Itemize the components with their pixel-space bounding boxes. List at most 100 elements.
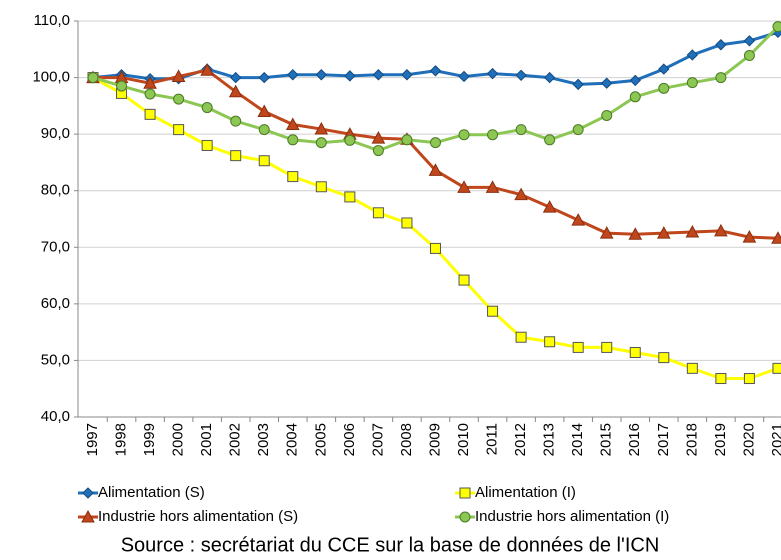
- marker: [544, 336, 556, 348]
- marker: [601, 109, 613, 121]
- marker: [599, 226, 614, 239]
- marker: [458, 129, 470, 141]
- marker: [372, 145, 384, 157]
- marker: [201, 139, 213, 151]
- x-tick-label: 1997: [84, 423, 101, 456]
- legend-label: Alimentation (I): [475, 484, 576, 501]
- marker: [428, 163, 443, 176]
- marker: [487, 305, 499, 317]
- marker: [542, 200, 557, 213]
- legend-label: Industrie hors alimentation (I): [475, 508, 669, 525]
- marker: [81, 509, 95, 523]
- marker: [715, 39, 727, 51]
- marker: [171, 69, 186, 82]
- marker: [571, 213, 586, 226]
- marker: [772, 21, 781, 33]
- marker: [315, 69, 328, 81]
- marker: [285, 117, 300, 131]
- marker: [228, 84, 243, 98]
- marker: [344, 191, 356, 203]
- marker: [258, 124, 270, 136]
- marker: [743, 50, 755, 62]
- y-tick-label: 60,0: [41, 295, 70, 312]
- legend-label: Alimentation (S): [98, 484, 205, 501]
- marker: [658, 352, 670, 364]
- y-tick-label: 40,0: [41, 408, 70, 425]
- marker: [287, 134, 299, 146]
- series-line: [93, 68, 779, 240]
- marker: [685, 224, 700, 238]
- marker: [572, 78, 584, 91]
- x-tick-label: 2013: [541, 423, 558, 456]
- marker: [459, 487, 471, 499]
- marker: [116, 80, 128, 92]
- marker: [344, 134, 356, 146]
- marker: [629, 347, 641, 359]
- marker: [82, 487, 94, 499]
- marker: [515, 331, 527, 343]
- marker: [772, 362, 781, 374]
- marker: [515, 124, 527, 136]
- x-tick-label: 2002: [227, 423, 244, 456]
- x-tick-label: 2000: [170, 423, 187, 456]
- marker: [287, 69, 299, 81]
- marker: [429, 242, 441, 254]
- y-tick-label: 110,0: [34, 12, 70, 29]
- marker: [344, 70, 356, 82]
- marker: [257, 104, 272, 118]
- marker: [459, 511, 471, 523]
- marker: [144, 108, 156, 120]
- marker: [173, 93, 185, 105]
- marker: [429, 137, 441, 149]
- marker: [544, 134, 556, 146]
- x-tick-label: 2020: [740, 423, 757, 456]
- x-tick-label: 2019: [712, 423, 729, 456]
- marker: [658, 82, 670, 94]
- x-tick-label: 2011: [484, 423, 501, 455]
- marker: [572, 341, 584, 353]
- marker: [601, 341, 613, 353]
- marker: [742, 230, 757, 243]
- marker: [656, 226, 671, 239]
- x-tick-label: 2016: [626, 423, 643, 456]
- marker: [371, 131, 386, 144]
- marker: [87, 72, 99, 84]
- series-line: [92, 76, 779, 381]
- x-tick-label: 2017: [655, 423, 672, 456]
- x-tick-label: 2005: [312, 423, 329, 456]
- marker: [629, 74, 641, 87]
- marker: [628, 227, 643, 240]
- series: [87, 21, 781, 157]
- x-tick-label: 2014: [569, 423, 586, 456]
- marker: [515, 69, 527, 82]
- marker: [258, 155, 270, 167]
- x-tick-label: 2012: [512, 423, 529, 456]
- x-tick-label: 2004: [284, 423, 301, 456]
- marker: [543, 71, 556, 84]
- y-tick-label: 80,0: [41, 182, 70, 199]
- y-tick-label: 50,0: [41, 351, 70, 368]
- x-tick-label: 2010: [455, 423, 472, 456]
- marker: [200, 63, 215, 76]
- x-tick-label: 2015: [598, 423, 615, 456]
- marker: [229, 71, 242, 84]
- marker: [143, 76, 157, 89]
- x-tick-label: 2021: [769, 423, 781, 456]
- series-line: [92, 30, 779, 86]
- marker: [487, 129, 499, 141]
- marker: [401, 69, 413, 81]
- marker: [629, 91, 641, 103]
- x-tick-label: 2018: [683, 423, 700, 456]
- marker: [230, 150, 242, 162]
- marker: [714, 223, 728, 237]
- marker: [314, 122, 329, 135]
- marker: [173, 124, 185, 136]
- marker: [486, 67, 499, 80]
- marker: [572, 124, 584, 136]
- series: [87, 26, 781, 91]
- marker: [230, 115, 242, 127]
- marker: [458, 70, 470, 83]
- marker: [429, 65, 442, 77]
- y-tick-label: 90,0: [41, 125, 70, 142]
